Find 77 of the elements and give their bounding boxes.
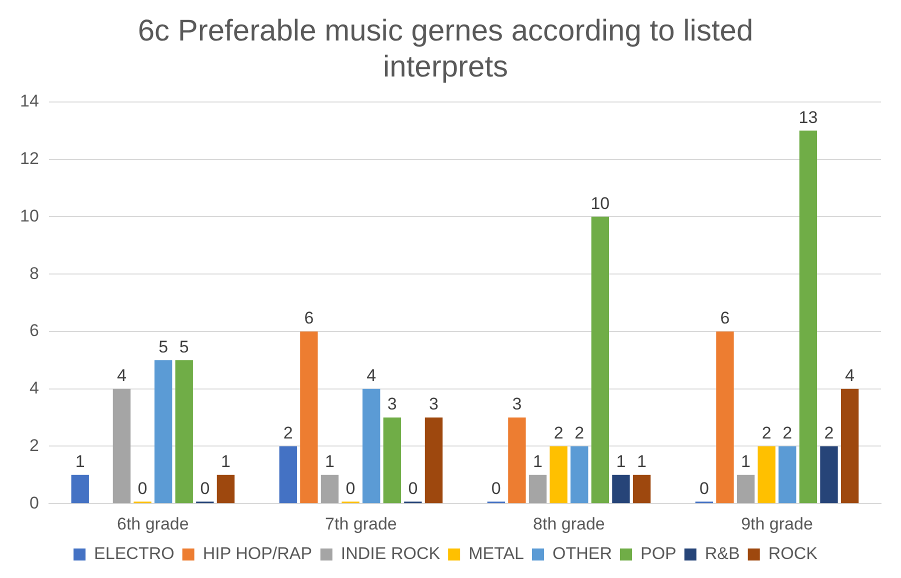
bar xyxy=(528,474,547,504)
legend-label: HIP HOP/RAP xyxy=(202,544,312,564)
legend-label: ELECTRO xyxy=(94,544,174,564)
data-label: 6 xyxy=(304,308,314,328)
bar xyxy=(550,446,568,504)
x-tick-label: 6th grade xyxy=(117,514,189,534)
bar xyxy=(570,446,588,504)
data-label: 2 xyxy=(824,423,834,442)
bar xyxy=(300,331,318,504)
bar xyxy=(279,446,297,504)
legend-label: INDIE ROCK xyxy=(340,544,441,564)
data-label: 2 xyxy=(554,423,564,442)
data-label: 1 xyxy=(533,452,542,472)
x-tick-label: 9th grade xyxy=(741,514,813,534)
data-label: 2 xyxy=(283,423,293,442)
bar xyxy=(71,474,89,504)
x-tick-label: 7th grade xyxy=(325,514,397,534)
y-tick-label: 4 xyxy=(29,378,39,398)
data-label: 1 xyxy=(741,452,751,472)
y-tick-label: 6 xyxy=(29,321,39,340)
bar xyxy=(612,474,630,504)
y-tick-label: 12 xyxy=(20,149,39,168)
bar xyxy=(508,418,526,504)
data-label: 3 xyxy=(429,394,438,414)
bar xyxy=(820,446,838,504)
bar xyxy=(840,388,859,504)
legend-label: POP xyxy=(640,544,676,564)
y-tick-label: 10 xyxy=(20,206,39,226)
data-label: 0 xyxy=(491,478,501,498)
data-label: 1 xyxy=(75,452,85,472)
data-label: 3 xyxy=(512,394,522,414)
data-label: 2 xyxy=(574,423,584,442)
data-label: 1 xyxy=(220,452,230,472)
data-label: 6 xyxy=(720,308,730,328)
bar xyxy=(320,474,339,504)
data-label: 0 xyxy=(346,478,356,498)
data-label: 2 xyxy=(762,423,772,442)
bar xyxy=(362,388,380,504)
legend-label: R&B xyxy=(704,544,740,564)
bar xyxy=(716,331,734,504)
data-label: 2 xyxy=(782,423,792,442)
bar xyxy=(216,474,235,504)
legend-label: ROCK xyxy=(768,544,818,564)
y-tick-label: 2 xyxy=(29,436,39,455)
data-label: 5 xyxy=(158,337,168,356)
legend-label: METAL xyxy=(468,544,524,564)
bar xyxy=(383,418,401,504)
data-label: 4 xyxy=(366,366,376,386)
bar xyxy=(758,446,776,504)
bar xyxy=(175,360,193,504)
bar xyxy=(112,388,131,504)
bar xyxy=(424,418,443,504)
y-tick-label: 14 xyxy=(20,92,39,111)
bar xyxy=(632,474,651,504)
bar xyxy=(799,130,818,504)
data-label: 13 xyxy=(798,108,818,127)
data-label: 0 xyxy=(200,478,210,498)
data-label: 0 xyxy=(138,478,148,498)
bar xyxy=(778,446,796,504)
data-label: 4 xyxy=(845,366,855,386)
legend-label: OTHER xyxy=(552,544,612,564)
data-label: 4 xyxy=(116,366,126,386)
data-label: 3 xyxy=(387,394,397,414)
data-label: 0 xyxy=(408,478,418,498)
bar xyxy=(736,474,755,504)
y-tick-label: 0 xyxy=(29,493,39,512)
x-tick-label: 8th grade xyxy=(533,514,605,534)
data-label: 10 xyxy=(590,194,610,213)
data-label: 5 xyxy=(179,337,189,356)
data-label: 0 xyxy=(699,478,709,498)
data-label: 1 xyxy=(325,452,334,472)
data-label: 1 xyxy=(616,452,626,472)
bar xyxy=(591,216,610,504)
y-tick-label: 8 xyxy=(29,264,39,283)
bar xyxy=(154,360,172,504)
data-label: 1 xyxy=(637,452,647,472)
chart-title: 6c Preferable music gernes according to listed interprets xyxy=(138,14,754,84)
